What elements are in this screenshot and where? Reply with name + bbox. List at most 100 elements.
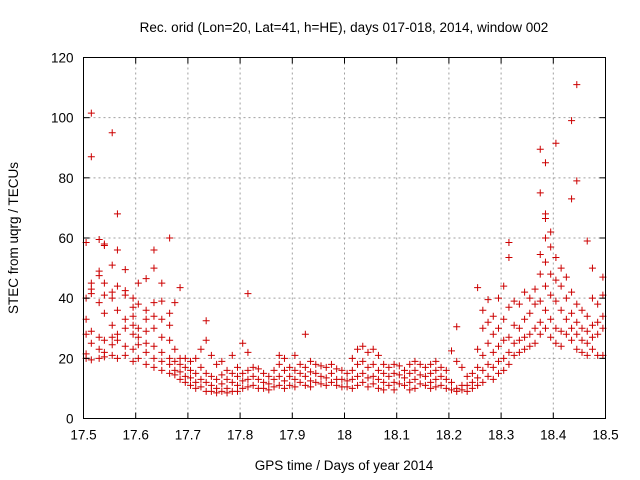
data-point <box>244 290 252 298</box>
data-point <box>307 383 315 391</box>
data-point <box>121 266 129 274</box>
data-point <box>369 345 377 353</box>
data-point <box>541 214 549 222</box>
data-point <box>552 139 560 147</box>
data-point <box>108 351 116 359</box>
data-point <box>228 369 236 377</box>
data-point <box>280 384 288 392</box>
data-point <box>395 371 403 379</box>
x-tick-label: 17.9 <box>279 428 305 443</box>
data-point <box>557 264 565 272</box>
data-point <box>552 324 560 332</box>
data-point <box>568 117 576 125</box>
data-point <box>95 236 103 244</box>
data-point <box>280 354 288 362</box>
data-point <box>207 387 215 395</box>
data-point <box>202 317 210 325</box>
data-point <box>166 321 174 329</box>
data-point <box>494 324 502 332</box>
data-point <box>176 360 184 368</box>
x-tick-label: 18.2 <box>436 428 462 443</box>
x-tick-label: 17.6 <box>123 428 149 443</box>
data-point <box>87 153 95 161</box>
data-point <box>568 336 576 344</box>
data-point <box>158 366 166 374</box>
data-point <box>395 362 403 370</box>
data-point <box>515 348 523 356</box>
data-point <box>181 372 189 380</box>
data-point <box>583 339 591 347</box>
data-point <box>458 386 466 394</box>
data-point <box>223 366 231 374</box>
data-point <box>113 210 121 218</box>
data-point <box>142 360 150 368</box>
data-point <box>541 234 549 242</box>
data-point <box>573 300 581 308</box>
data-point <box>411 357 419 365</box>
data-point <box>416 380 424 388</box>
data-point <box>510 339 518 347</box>
data-point <box>484 360 492 368</box>
data-point <box>150 246 158 254</box>
data-point <box>348 354 356 362</box>
data-point <box>343 377 351 385</box>
data-point <box>484 296 492 304</box>
data-point <box>121 351 129 359</box>
data-point <box>158 297 166 305</box>
data-point <box>202 378 210 386</box>
data-point <box>108 321 116 329</box>
data-point <box>578 324 586 332</box>
data-point <box>354 381 362 389</box>
data-point <box>239 369 247 377</box>
data-point <box>380 378 388 386</box>
data-point <box>95 299 103 307</box>
data-point <box>187 374 195 382</box>
data-point <box>578 336 586 344</box>
data-point <box>411 384 419 392</box>
data-point <box>233 381 241 389</box>
data-point <box>421 363 429 371</box>
data-point <box>348 366 356 374</box>
data-point <box>254 375 262 383</box>
data-point <box>573 318 581 326</box>
data-point <box>265 372 273 380</box>
data-point <box>411 375 419 383</box>
data-point <box>536 330 544 338</box>
data-point <box>374 351 382 359</box>
data-point <box>233 372 241 380</box>
data-point <box>286 372 294 380</box>
data-point <box>494 294 502 302</box>
data-point <box>348 384 356 392</box>
y-tick-label: 80 <box>58 171 73 186</box>
data-point <box>108 294 116 302</box>
data-point <box>134 354 142 362</box>
data-point <box>317 372 325 380</box>
data-point <box>468 369 476 377</box>
data-point <box>280 377 288 385</box>
data-point <box>369 380 377 388</box>
data-point <box>453 357 461 365</box>
data-point <box>333 381 341 389</box>
data-point <box>489 330 497 338</box>
data-point <box>108 341 116 349</box>
y-tick-label: 60 <box>58 231 73 246</box>
y-tick-label: 120 <box>51 51 74 66</box>
data-point <box>150 354 158 362</box>
data-point <box>192 378 200 386</box>
data-point <box>521 315 529 323</box>
data-point <box>354 360 362 368</box>
data-point <box>197 383 205 391</box>
data-point <box>380 369 388 377</box>
data-point <box>142 275 150 283</box>
data-point <box>390 369 398 377</box>
data-point <box>427 378 435 386</box>
data-point <box>129 321 137 329</box>
data-point <box>158 348 166 356</box>
data-point <box>280 366 288 374</box>
data-point <box>557 342 565 350</box>
chart-title: Rec. orid (Lon=20, Lat=41, h=HE), days 0… <box>140 20 549 35</box>
data-point <box>573 345 581 353</box>
data-point <box>181 363 189 371</box>
data-point <box>588 333 596 341</box>
data-point <box>474 284 482 292</box>
